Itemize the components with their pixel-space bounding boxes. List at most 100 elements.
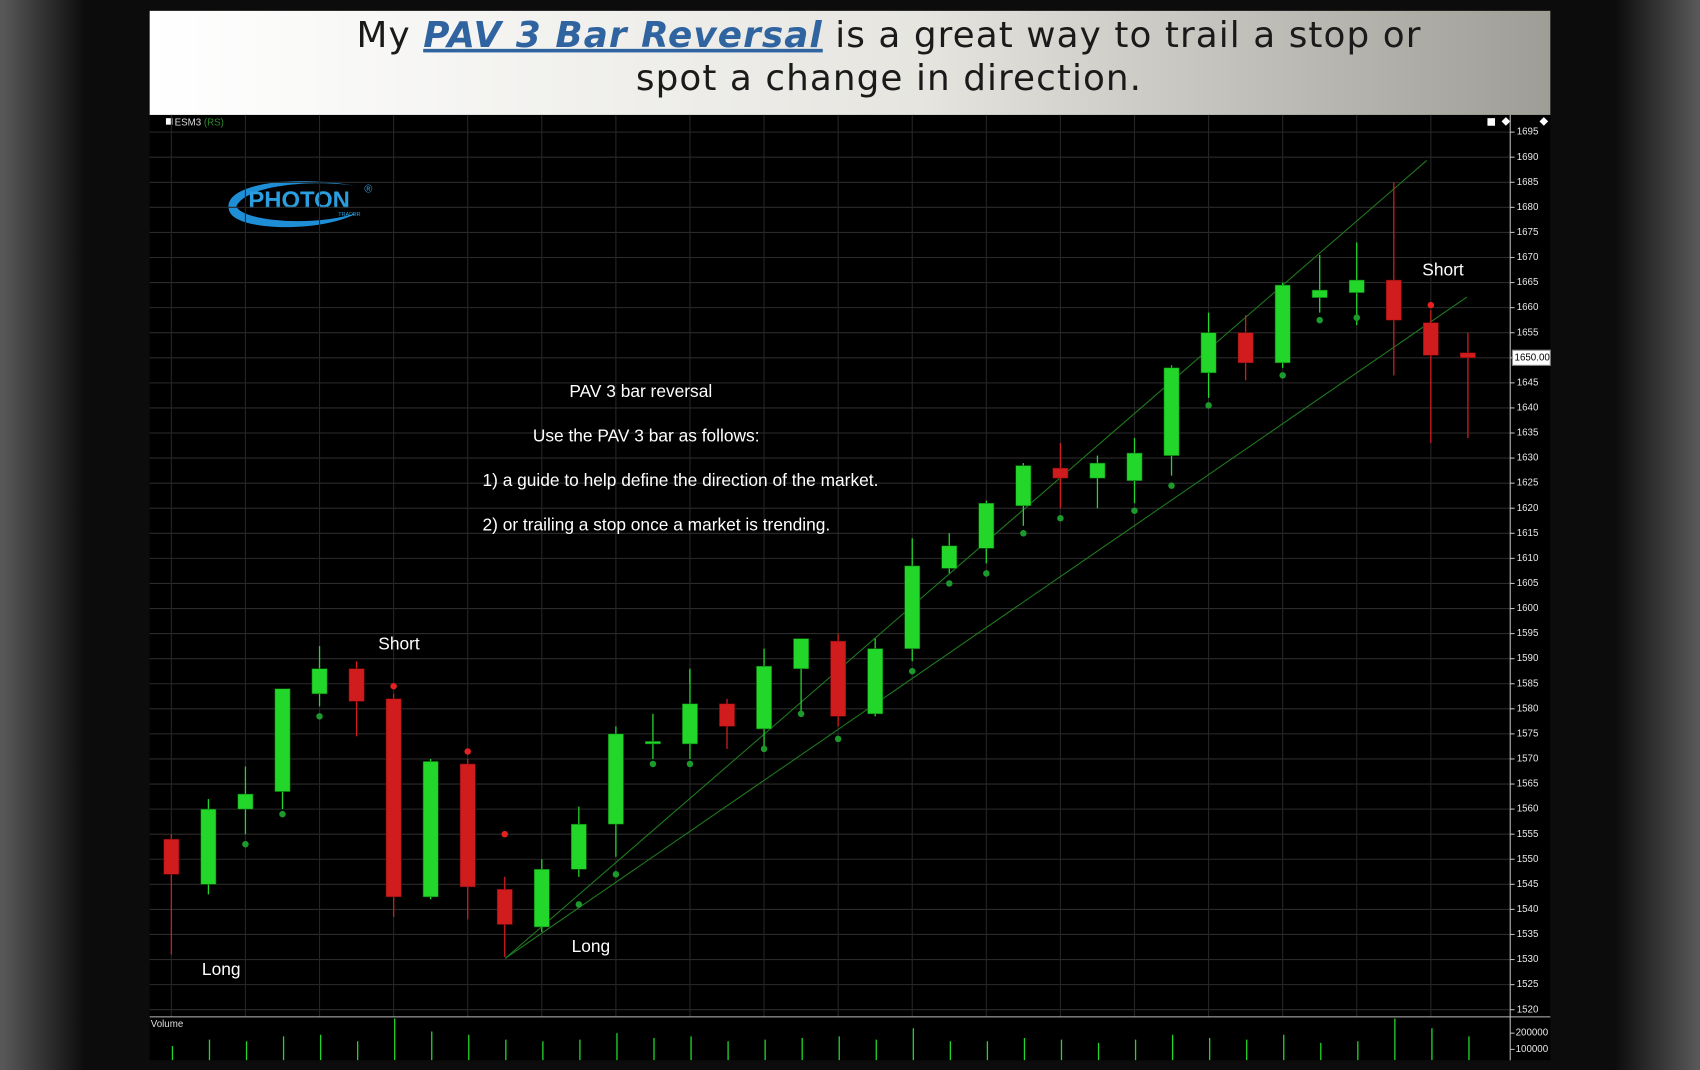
y-tick-label: 1545: [1517, 879, 1539, 890]
y-tick-label: 1685: [1517, 177, 1539, 188]
y-tick-label: 1660: [1517, 302, 1539, 313]
logo-sub: TRADER: [338, 212, 360, 218]
symbol: ESM3 (RS): [175, 117, 224, 128]
candles: [163, 182, 1476, 958]
stop-dot: [1020, 530, 1027, 537]
y-tick-label: 1640: [1517, 403, 1539, 414]
title-text: My: [357, 15, 411, 56]
stop-dot: [908, 667, 916, 675]
chart-area: [149, 10, 1551, 1061]
y-tick-label: 1675: [1517, 227, 1539, 238]
candle-body: [793, 638, 809, 669]
y-tick-label: 1695: [1517, 127, 1539, 138]
y-tick-label: 1645: [1517, 377, 1539, 388]
channel-line: [504, 160, 1428, 959]
candle-body: [274, 688, 291, 792]
panel-icon[interactable]: [1501, 117, 1549, 126]
annotation: Short: [1422, 260, 1464, 280]
channel-line: [504, 296, 1468, 959]
candle-body: [1422, 322, 1439, 356]
stop-dot: [575, 901, 583, 908]
candle-body: [756, 665, 772, 730]
title-line-2: spot a change in direction.: [636, 58, 1142, 99]
annotation: Short: [378, 634, 420, 654]
y-tick-label: 1520: [1517, 1004, 1539, 1015]
annotation: Long: [572, 936, 611, 956]
y-tick-label: 1565: [1517, 779, 1539, 790]
candle-body: [1200, 332, 1217, 374]
stop-dot: [390, 682, 397, 690]
candle-body: [1015, 465, 1032, 506]
stop-dot: [464, 748, 471, 755]
y-tick-label: 1690: [1517, 152, 1539, 163]
y-tick-label: 1560: [1517, 804, 1539, 815]
y-tick-label: 1525: [1517, 979, 1539, 990]
stop-dot: [242, 840, 249, 848]
candle-body: [645, 741, 661, 745]
candle-body: [570, 823, 587, 870]
candle-body: [1237, 332, 1254, 364]
y-tick-label: 1610: [1517, 553, 1539, 564]
y-tick-label: 1590: [1517, 653, 1539, 664]
stop-dot: [1131, 507, 1138, 514]
candle-body: [1052, 467, 1069, 479]
candle-body: [385, 698, 402, 898]
y-tick-label: 1580: [1517, 703, 1539, 714]
candle-body: [311, 668, 328, 695]
y-tick-label: 1575: [1517, 728, 1539, 739]
stop-dot: [983, 570, 990, 577]
note: PAV 3 bar reversal: [569, 381, 712, 401]
stop-dot: [1057, 515, 1064, 522]
y-tick-label: 1530: [1517, 954, 1539, 965]
logo-name: PHOTON: [248, 187, 350, 214]
stop-dot: [316, 713, 323, 720]
title-link[interactable]: PAV 3 Bar Reversal: [423, 15, 823, 56]
candle-body: [1348, 279, 1365, 293]
candle-body: [978, 502, 995, 549]
candle-body: [1274, 284, 1291, 364]
volume-bars: [171, 1018, 1470, 1061]
y-tick-label: 1570: [1517, 754, 1539, 765]
stop-dot: [797, 710, 805, 718]
stop-dot: [1279, 372, 1286, 379]
y-tick-label: 1635: [1517, 428, 1539, 439]
annotation: Long: [202, 959, 241, 979]
candle-body: [719, 703, 735, 727]
volume-tick-label: 100000: [1516, 1044, 1549, 1055]
stop-dot: [834, 735, 842, 743]
stop-dot: [760, 745, 768, 753]
y-tick-label: 1680: [1517, 202, 1539, 213]
y-tick-label: 1665: [1517, 277, 1539, 288]
stop-dot: [1316, 316, 1323, 324]
candle-body: [459, 763, 476, 888]
y-tick-label: 1555: [1517, 829, 1539, 840]
volume-tick-label: 200000: [1516, 1028, 1549, 1039]
candle-body: [422, 761, 439, 898]
candle-body: [608, 733, 624, 825]
candle-body: [237, 793, 254, 810]
stop-dot: [649, 760, 657, 768]
title-band: [149, 10, 1551, 115]
candle-body: [1311, 289, 1328, 298]
stop-dot: [686, 760, 694, 768]
candle-body: [904, 565, 921, 649]
note: 1) a guide to help define the direction …: [482, 470, 878, 490]
candle-body: [496, 889, 513, 925]
stop-dot: [946, 580, 953, 587]
y-tick-label: 1620: [1517, 503, 1539, 514]
candle-body: [348, 668, 365, 702]
stop-dot: [1168, 482, 1175, 489]
stop-dot: [501, 830, 509, 838]
panel-icon[interactable]: [1487, 118, 1496, 126]
candle-body: [200, 808, 217, 885]
candle-body: [941, 545, 958, 569]
note: Use the PAV 3 bar as follows:: [533, 425, 760, 445]
symbol-tag: (RS): [204, 117, 224, 128]
candle-body: [1126, 452, 1143, 481]
y-tick-label: 1605: [1517, 578, 1539, 589]
y-tick-label: 1600: [1517, 603, 1539, 614]
stop-dot: [1205, 402, 1212, 409]
symbol-text: ESM3: [175, 117, 202, 128]
y-tick-label: 1550: [1517, 854, 1539, 865]
